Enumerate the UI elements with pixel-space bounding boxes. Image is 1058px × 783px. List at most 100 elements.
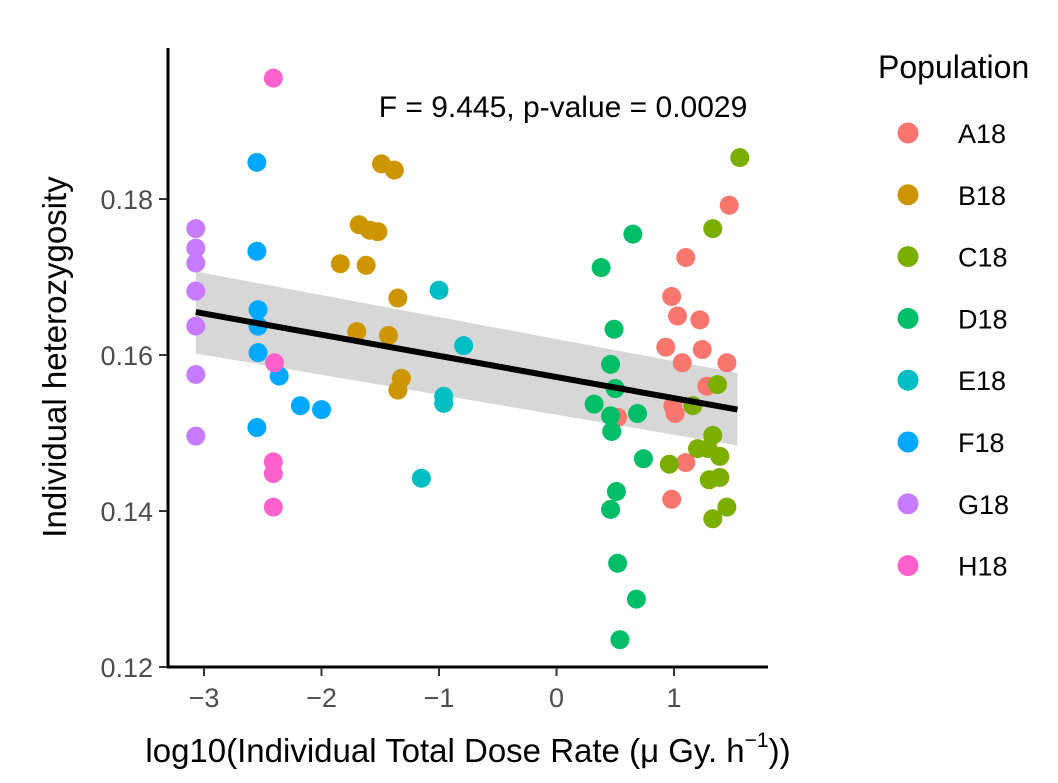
legend-swatch [897, 184, 919, 206]
model-annotation: F = 9.445, p-value = 0.0029 [379, 91, 748, 124]
legend-swatch [897, 122, 919, 144]
legend: A18 B18 C18 D18 E18 F18 G18 H18 [897, 119, 1009, 582]
legend-item-c18: C18 [897, 243, 1008, 273]
data-point-g18 [186, 253, 206, 273]
x-tick-label: −1 [424, 683, 455, 713]
data-point-e18 [429, 280, 449, 300]
axis-ticks-layer: −3 −2 −1 0 1 0.12 0.14 0.16 0.18 [100, 185, 681, 713]
data-point-g18 [186, 316, 206, 336]
x-axis-title: log10(Individual Total Dose Rate (μ Gy. … [145, 729, 790, 769]
legend-title: Population [878, 49, 1029, 85]
data-point-b18 [388, 380, 408, 400]
data-point-f18 [290, 396, 310, 416]
legend-swatch [897, 246, 919, 268]
legend-item-b18: B18 [897, 181, 1006, 211]
data-point-d18 [626, 589, 646, 609]
x-axis-title-main: log10(Individual Total Dose Rate (μ Gy. … [145, 732, 744, 769]
data-point-d18 [601, 499, 621, 519]
y-tick-label: 0.12 [100, 653, 153, 683]
legend-item-a18: A18 [897, 119, 1006, 149]
data-point-d18 [608, 553, 628, 573]
x-axis-title-end: )) [769, 732, 791, 769]
data-point-f18 [247, 241, 267, 261]
data-point-g18 [186, 426, 206, 446]
data-point-d18 [606, 482, 626, 501]
legend-label: D18 [958, 304, 1008, 334]
data-point-a18 [690, 310, 710, 330]
data-point-g18 [186, 365, 206, 384]
y-tick-label: 0.14 [100, 497, 153, 527]
data-point-d18 [604, 319, 624, 339]
data-point-d18 [591, 258, 611, 278]
data-point-h18 [263, 68, 283, 88]
data-point-d18 [601, 354, 621, 374]
data-point-g18 [186, 219, 206, 239]
data-point-c18 [707, 375, 727, 395]
data-point-c18 [710, 467, 730, 487]
data-point-g18 [186, 238, 206, 258]
data-point-a18 [665, 404, 685, 423]
data-point-g18 [186, 281, 206, 301]
data-point-h18 [263, 464, 283, 484]
data-point-b18 [378, 326, 398, 345]
data-point-f18 [248, 300, 268, 320]
x-axis-title-superscript: −1 [745, 729, 769, 752]
x-tick-label: 1 [666, 683, 681, 713]
legend-swatch [897, 431, 919, 453]
legend-label: F18 [958, 428, 1005, 458]
data-point-f18 [247, 152, 267, 172]
data-point-a18 [692, 340, 712, 360]
data-point-a18 [676, 453, 696, 473]
y-axis-title: Individual heterozygosity [36, 176, 73, 538]
data-point-a18 [656, 337, 676, 357]
data-point-d18 [584, 394, 604, 414]
data-point-b18 [368, 222, 388, 242]
data-point-f18 [247, 418, 267, 438]
y-tick-label: 0.18 [100, 185, 153, 215]
legend-label: E18 [958, 366, 1006, 396]
data-point-h18 [265, 353, 284, 373]
data-point-h18 [263, 497, 283, 517]
data-point-c18 [703, 509, 723, 529]
y-tick-label: 0.16 [100, 341, 153, 371]
data-point-e18 [454, 336, 474, 356]
x-tick-label: 0 [549, 683, 564, 713]
data-point-f18 [248, 343, 268, 363]
data-point-a18 [668, 306, 688, 326]
data-point-c18 [703, 219, 723, 239]
data-point-f18 [312, 400, 331, 420]
data-point-d18 [623, 224, 643, 244]
data-point-a18 [719, 195, 739, 215]
legend-label: C18 [958, 243, 1008, 273]
legend-item-h18: H18 [897, 552, 1008, 582]
data-point-d18 [601, 406, 621, 426]
data-point-d18 [628, 404, 648, 423]
data-point-b18 [347, 322, 367, 342]
x-tick-label: −3 [189, 683, 220, 713]
regression-line [195, 309, 738, 413]
data-point-b18 [384, 160, 404, 180]
data-point-a18 [717, 353, 737, 373]
legend-item-f18: F18 [897, 428, 1005, 458]
data-point-b18 [356, 255, 376, 275]
data-point-b18 [330, 254, 350, 274]
legend-label: H18 [958, 552, 1008, 582]
legend-swatch [897, 493, 919, 515]
data-point-c18 [717, 497, 737, 517]
data-point-e18 [434, 393, 454, 413]
data-point-a18 [662, 489, 682, 509]
data-point-b18 [388, 288, 408, 308]
legend-item-e18: E18 [897, 366, 1006, 396]
legend-swatch [897, 307, 919, 329]
data-point-c18 [730, 148, 750, 168]
legend-label: B18 [958, 181, 1006, 211]
data-point-e18 [411, 468, 431, 488]
data-point-a18 [672, 353, 692, 373]
legend-label: A18 [958, 119, 1006, 149]
x-tick-label: −2 [306, 683, 337, 713]
legend-item-d18: D18 [897, 304, 1008, 334]
legend-swatch [897, 555, 919, 577]
legend-swatch [897, 369, 919, 391]
legend-item-g18: G18 [897, 490, 1009, 520]
